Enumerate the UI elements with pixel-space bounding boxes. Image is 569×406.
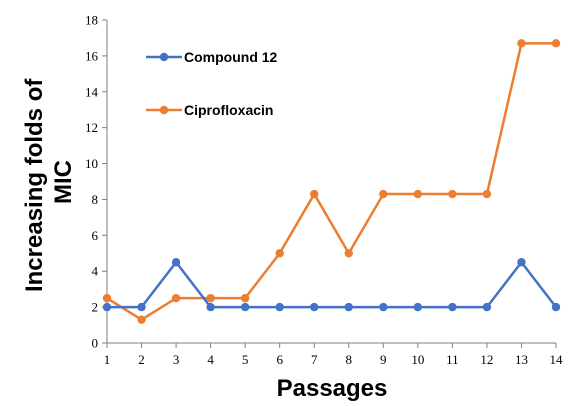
legend-marker xyxy=(159,52,169,62)
y-tick-label: 0 xyxy=(92,336,99,351)
legend-label: Compound 12 xyxy=(184,49,278,65)
x-tick-label: 5 xyxy=(242,352,249,367)
data-point xyxy=(102,293,112,303)
y-axis-title: Increasing folds of MIC xyxy=(21,72,77,292)
x-tick-label: 14 xyxy=(550,352,564,367)
y-tick-label: 10 xyxy=(85,156,98,171)
data-point xyxy=(171,293,181,303)
data-point xyxy=(310,302,319,312)
data-point xyxy=(379,302,388,312)
data-point xyxy=(413,302,423,312)
x-tick-label: 3 xyxy=(173,352,180,367)
x-tick-label: 7 xyxy=(311,352,318,367)
legend: Compound 12 Ciprofloxacin xyxy=(146,49,278,118)
series-layer xyxy=(102,39,561,324)
legend-marker xyxy=(159,105,169,115)
data-point xyxy=(206,302,215,312)
data-point xyxy=(102,302,112,312)
data-point xyxy=(344,249,353,258)
data-point xyxy=(551,39,561,48)
series-line xyxy=(107,261,557,309)
x-tick-label: 10 xyxy=(411,352,424,367)
data-point xyxy=(275,302,284,312)
y-tick-label: 18 xyxy=(85,13,98,28)
data-point xyxy=(275,249,284,258)
y-tick-label: 8 xyxy=(92,192,99,207)
data-point xyxy=(517,258,526,267)
y-tick-label: 16 xyxy=(85,48,99,63)
legend-label: Ciprofloxacin xyxy=(184,102,273,118)
x-tick-label: 2 xyxy=(138,352,145,367)
data-point xyxy=(171,258,181,267)
x-tick-label: 1 xyxy=(104,352,111,367)
data-point xyxy=(310,189,319,199)
data-point xyxy=(344,302,353,312)
data-point xyxy=(482,189,492,199)
data-point xyxy=(240,293,250,303)
y-axis-title-line-2: MIC xyxy=(50,160,77,204)
x-tick-label: 9 xyxy=(380,352,387,367)
data-point xyxy=(551,302,561,312)
legend-entry: Ciprofloxacin xyxy=(146,102,273,118)
y-tick-label: 12 xyxy=(85,120,98,135)
series-line xyxy=(106,42,556,321)
data-point xyxy=(137,302,146,312)
series-ciprofloxacin xyxy=(102,39,561,324)
x-tick-label: 4 xyxy=(207,352,214,367)
data-point xyxy=(379,189,388,199)
x-tick-label: 11 xyxy=(446,352,459,367)
x-tick-label: 8 xyxy=(346,352,353,367)
data-point xyxy=(206,293,215,303)
data-point xyxy=(448,189,457,199)
y-tick-label: 4 xyxy=(92,264,99,279)
data-point xyxy=(240,302,250,312)
data-point xyxy=(137,315,146,324)
series-compound-12 xyxy=(102,258,561,312)
data-point xyxy=(448,302,457,312)
y-axis-title-line-1: Increasing folds of xyxy=(21,78,48,292)
data-point xyxy=(482,302,492,312)
y-tick-label: 14 xyxy=(85,84,99,99)
x-tick-label: 13 xyxy=(515,352,528,367)
x-axis-title: Passages xyxy=(277,375,388,402)
x-tick-label: 6 xyxy=(276,352,283,367)
data-point xyxy=(517,39,526,48)
y-tick-label: 6 xyxy=(92,228,99,243)
legend-entry: Compound 12 xyxy=(146,49,278,65)
x-tick-label: 12 xyxy=(480,352,493,367)
y-tick-label: 2 xyxy=(92,300,99,315)
data-point xyxy=(413,189,423,199)
